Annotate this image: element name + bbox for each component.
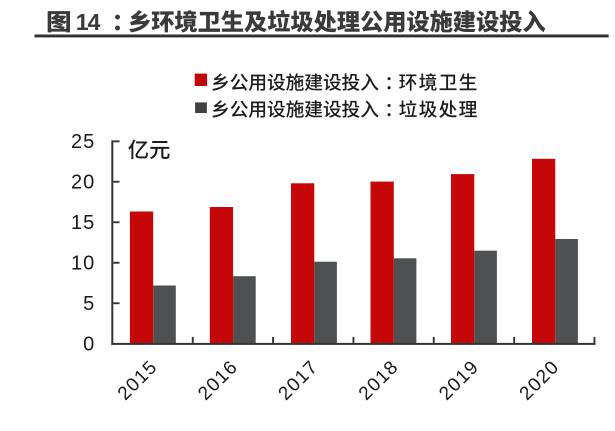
svg-text:0: 0: [83, 334, 95, 356]
svg-text:10: 10: [71, 253, 95, 275]
svg-text:5: 5: [83, 293, 95, 315]
svg-text:15: 15: [71, 212, 95, 234]
svg-text:20: 20: [71, 172, 95, 194]
svg-text:14: 14: [76, 9, 101, 35]
svg-text:25: 25: [71, 131, 95, 153]
